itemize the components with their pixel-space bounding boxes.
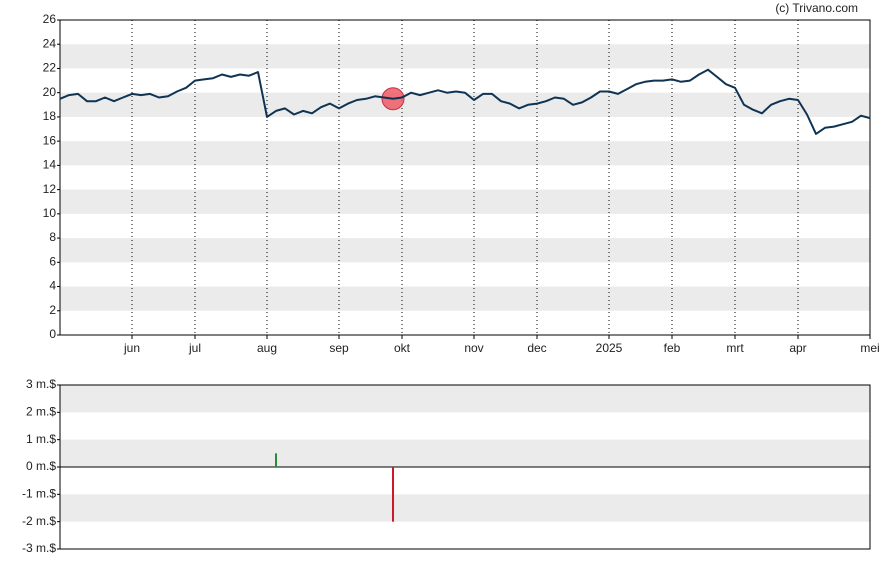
y-tick-label: -1 m.$ [22, 487, 56, 501]
x-tick-label: feb [664, 341, 681, 355]
price-line [59, 68, 871, 135]
x-tick-label: 2025 [596, 341, 623, 355]
y-tick-label: 24 [43, 36, 57, 50]
grid-band [60, 494, 870, 522]
y-tick-label: 12 [43, 182, 57, 196]
y-tick-label: 1 m.$ [26, 432, 56, 446]
x-tick-label: mei [860, 341, 879, 355]
y-tick-label: 10 [43, 206, 57, 220]
x-tick-label: okt [394, 341, 411, 355]
y-tick-label: 16 [43, 133, 57, 147]
x-tick-label: dec [527, 341, 546, 355]
grid-band [60, 385, 870, 413]
y-tick-label: -2 m.$ [22, 514, 56, 528]
y-tick-label: 3 m.$ [26, 377, 56, 391]
y-tick-label: 22 [43, 61, 57, 75]
x-tick-label: nov [464, 341, 483, 355]
x-tick-label: jul [188, 341, 201, 355]
bar [392, 467, 394, 522]
grid-band [60, 141, 870, 166]
y-tick-label: 2 [49, 303, 56, 317]
x-tick-label: mrt [726, 341, 744, 355]
y-tick-label: 14 [43, 158, 57, 172]
grid-band [60, 92, 870, 117]
y-tick-label: 0 [49, 327, 56, 341]
plot-frame [59, 19, 871, 336]
bar [275, 453, 277, 467]
y-tick-label: 6 [49, 254, 56, 268]
grid-band [60, 238, 870, 263]
y-tick-label: 8 [49, 230, 56, 244]
x-tick-label: aug [257, 341, 277, 355]
y-tick-label: 0 m.$ [26, 459, 56, 473]
y-tick-label: 2 m.$ [26, 405, 56, 419]
y-tick-label: 4 [49, 279, 56, 293]
y-tick-label: 26 [43, 12, 57, 26]
grid-band [60, 439, 870, 467]
y-tick-label: -3 m.$ [22, 541, 56, 555]
x-tick-label: apr [789, 341, 806, 355]
grid-band [60, 44, 870, 69]
y-tick-label: 20 [43, 85, 57, 99]
x-tick-label: jun [123, 341, 140, 355]
credit: (c) Trivano.com [775, 1, 858, 15]
x-tick-label: sep [329, 341, 349, 355]
grid-band [60, 189, 870, 214]
y-tick-label: 18 [43, 109, 57, 123]
grid-band [60, 286, 870, 311]
